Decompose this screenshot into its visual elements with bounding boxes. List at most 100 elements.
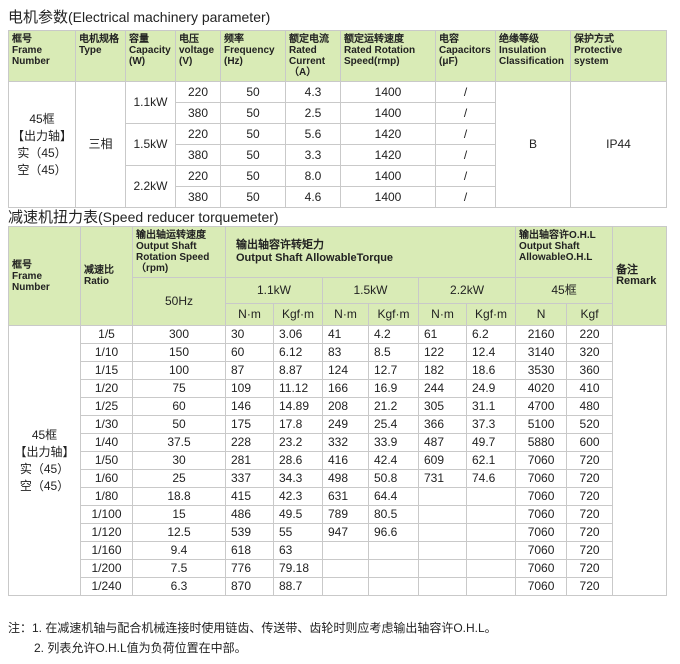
unit-header: N·m (225, 303, 274, 326)
ratio-cell: 1/40 (80, 433, 133, 452)
ratio-cell: 1/50 (80, 451, 133, 470)
ratio-cell: 1/160 (80, 541, 133, 560)
value-cell: 5100 (515, 415, 568, 434)
value-cell: 28.6 (273, 451, 323, 470)
header-remark: 备注 Remark (612, 226, 668, 326)
value-cell: 49.5 (273, 505, 323, 524)
value-cell: 109 (225, 379, 274, 398)
value-cell: 731 (418, 469, 467, 488)
value-cell: 16.9 (368, 379, 419, 398)
table-row: 1/20 75 109 11.12 166 16.9 244 24.9 4020 410 (9, 379, 667, 398)
value-cell: 12.4 (465, 343, 517, 362)
speed-cell: 18.8 (132, 487, 226, 506)
electrical-parameter-table: 框号 Frame Number 电机规格 Type 容量 Capacity (W) 电… (8, 30, 667, 208)
frame-cell: 45框 【出力轴】 实（45） 空（45） (8, 325, 81, 596)
value-cell: 37.3 (465, 415, 517, 434)
capacity-cell: 1.1kW (125, 81, 176, 124)
value-cell: 3140 (515, 343, 568, 362)
value-cell: 50 (220, 81, 286, 103)
table-row: 1/25 60 146 14.89 208 21.2 305 31.1 4700 480 (9, 397, 667, 416)
protection-cell: IP44 (570, 81, 667, 208)
title-en: (Speed reducer torquemeter) (98, 209, 279, 225)
header-power-1: 1.1kW (225, 277, 323, 304)
value-cell (465, 505, 517, 524)
value-cell: 31.1 (465, 397, 517, 416)
value-cell: 74.6 (465, 469, 517, 488)
value-cell: 244 (418, 379, 467, 398)
value-cell: 7060 (515, 577, 568, 596)
section2-title: 减速机扭力表(Speed reducer torquemeter) (8, 206, 279, 227)
value-cell (322, 541, 369, 560)
value-cell: 720 (566, 559, 614, 578)
value-cell: 498 (322, 469, 369, 488)
title-en: (Electrical machinery parameter) (68, 9, 271, 25)
value-cell: 14.89 (273, 397, 323, 416)
value-cell: 2.5 (285, 102, 341, 124)
speed-cell: 12.5 (132, 523, 226, 542)
value-cell (418, 541, 467, 560)
speed-cell: 9.4 (132, 541, 226, 560)
value-cell: 17.8 (273, 415, 323, 434)
value-cell: 1400 (340, 186, 436, 208)
value-cell: 539 (225, 523, 274, 542)
header-row: 框号 Frame Number 电机规格 Type 容量 Capacity (W) 电… (8, 30, 667, 82)
value-cell: 80.5 (368, 505, 419, 524)
table-row: 1/10 150 60 6.12 83 8.5 122 12.4 3140 320 (9, 343, 667, 362)
value-cell: 332 (322, 433, 369, 452)
value-cell: / (435, 102, 496, 124)
title-cn: 电机参数 (8, 9, 69, 26)
value-cell: / (435, 123, 496, 145)
table-row: 1/200 7.5 776 79.18 7060 720 (9, 559, 667, 578)
value-cell: 5880 (515, 433, 568, 452)
value-cell: / (435, 186, 496, 208)
value-cell: 4.3 (285, 81, 341, 103)
ratio-cell: 1/80 (80, 487, 133, 506)
value-cell: 62.1 (465, 451, 517, 470)
value-cell: 175 (225, 415, 274, 434)
value-cell: 42.3 (273, 487, 323, 506)
value-cell: 337 (225, 469, 274, 488)
ratio-cell: 1/100 (80, 505, 133, 524)
value-cell: 3530 (515, 361, 568, 380)
header-power-3: 2.2kW (417, 277, 517, 304)
value-cell: 520 (566, 415, 614, 434)
value-cell: 208 (322, 397, 369, 416)
value-cell (368, 559, 419, 578)
value-cell: 789 (322, 505, 369, 524)
value-cell (465, 541, 517, 560)
value-cell: 4.2 (368, 325, 419, 344)
value-cell: 380 (175, 144, 221, 166)
value-cell: 79.18 (273, 559, 323, 578)
value-cell: 947 (322, 523, 369, 542)
value-cell: 23.2 (273, 433, 323, 452)
header-cell: 频率 Frequency (Hz) (220, 30, 286, 82)
value-cell: / (435, 144, 496, 166)
table-row: 1/60 25 337 34.3 498 50.8 731 74.6 7060 720 (9, 469, 667, 488)
value-cell: 7060 (515, 505, 568, 524)
speed-cell: 100 (132, 361, 226, 380)
speed-cell: 60 (132, 397, 226, 416)
header-cell: 电容 Capacitors (μF) (435, 30, 496, 82)
speed-cell: 7.5 (132, 559, 226, 578)
value-cell: 87 (225, 361, 274, 380)
unit-header: N (515, 303, 568, 326)
frame-cell: 45框 【出力轴】 实（45） 空（45） (8, 81, 76, 208)
section1-title: 电机参数(Electrical machinery parameter) (8, 6, 270, 27)
ratio-cell: 1/5 (80, 325, 133, 344)
value-cell: 166 (322, 379, 369, 398)
header-frame: 框号 Frame Number (8, 226, 81, 326)
value-cell: 21.2 (368, 397, 419, 416)
table-row: 1/160 9.4 618 63 7060 720 (9, 541, 667, 560)
header-cell: 电机规格 Type (75, 30, 126, 82)
ratio-cell: 1/30 (80, 415, 133, 434)
value-cell (465, 577, 517, 596)
value-cell: 25.4 (368, 415, 419, 434)
value-cell: 55 (273, 523, 323, 542)
unit-header: Kgf·m (368, 303, 419, 326)
value-cell: 415 (225, 487, 274, 506)
header-cell: 额定运转速度 Rated Rotation Speed(rmp) (340, 30, 436, 82)
speed-cell: 50 (132, 415, 226, 434)
value-cell: 320 (566, 343, 614, 362)
note-1: 注：1. 在减速机轴与配合机械连接时使用链齿、传送带、齿轮时则应考虑输出轴容许O… (8, 621, 497, 635)
value-cell: 60 (225, 343, 274, 362)
